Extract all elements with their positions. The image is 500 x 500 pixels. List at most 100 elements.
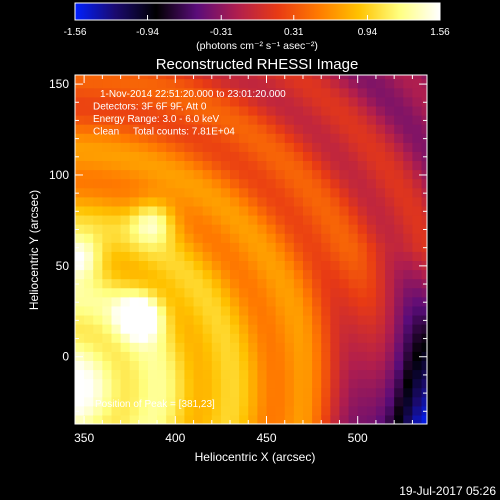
heatmap-cell bbox=[412, 178, 423, 189]
heatmap-cell bbox=[366, 260, 377, 271]
heatmap-cell bbox=[266, 387, 277, 398]
heatmap-cell bbox=[157, 224, 167, 234]
heatmap-cell bbox=[321, 169, 331, 180]
heatmap-cell bbox=[412, 196, 423, 207]
footer-date: 19-Jul-2017 05:26 bbox=[399, 484, 496, 498]
heatmap-cell bbox=[385, 387, 395, 398]
heatmap-cell bbox=[312, 233, 322, 243]
heatmap-cell bbox=[93, 333, 103, 343]
heatmap-cell bbox=[120, 75, 131, 80]
heatmap-cell bbox=[184, 178, 195, 189]
heatmap-cell bbox=[184, 369, 195, 380]
heatmap-cell bbox=[312, 178, 322, 189]
heatmap-cell bbox=[193, 178, 204, 189]
heatmap-cell bbox=[184, 142, 195, 152]
heatmap-cell bbox=[129, 342, 140, 352]
heatmap-cell bbox=[257, 296, 268, 307]
heatmap-cell bbox=[284, 305, 295, 316]
heatmap-cell bbox=[75, 287, 85, 298]
heatmap-cell bbox=[75, 114, 85, 125]
heatmap-cell bbox=[138, 105, 149, 116]
heatmap-cell bbox=[239, 333, 249, 343]
heatmap-cell bbox=[357, 251, 368, 262]
heatmap-cell bbox=[138, 260, 149, 271]
heatmap-cell bbox=[266, 133, 277, 143]
heatmap-cell bbox=[84, 178, 94, 189]
heatmap-cell bbox=[257, 260, 268, 271]
heatmap-cell bbox=[403, 405, 414, 416]
heatmap-cell bbox=[394, 78, 404, 89]
heatmap-cell bbox=[321, 269, 331, 280]
heatmap-cell bbox=[138, 187, 149, 198]
heatmap-cell bbox=[193, 233, 204, 243]
heatmap-cell bbox=[366, 124, 377, 134]
heatmap-cell bbox=[312, 114, 322, 125]
heatmap-cell bbox=[394, 169, 404, 180]
heatmap-cell bbox=[202, 387, 213, 398]
heatmap-cell bbox=[394, 133, 404, 143]
heatmap-cell bbox=[257, 378, 268, 389]
heatmap-cell bbox=[84, 396, 94, 407]
heatmap-cell bbox=[357, 342, 368, 352]
heatmap-cell bbox=[421, 360, 427, 371]
heatmap-cell bbox=[120, 87, 131, 98]
heatmap-cell bbox=[248, 133, 258, 143]
heatmap-cell bbox=[166, 151, 176, 162]
heatmap-cell bbox=[293, 287, 304, 298]
heatmap-cell bbox=[339, 278, 350, 289]
heatmap-cell bbox=[102, 214, 113, 225]
heatmap-cell bbox=[230, 296, 240, 307]
heatmap-cell bbox=[193, 333, 204, 343]
heatmap-cell bbox=[302, 105, 313, 116]
heatmap-cell bbox=[102, 87, 113, 98]
heatmap-cell bbox=[366, 278, 377, 289]
heatmap-cell bbox=[102, 114, 113, 125]
heatmap-cell bbox=[111, 105, 122, 116]
heatmap-cell bbox=[120, 114, 131, 125]
heatmap-cell bbox=[403, 269, 414, 280]
heatmap-cell bbox=[111, 251, 122, 262]
heatmap-cell bbox=[248, 242, 258, 252]
heatmap-cell bbox=[284, 105, 295, 116]
heatmap-cell bbox=[293, 369, 304, 380]
heatmap-cell bbox=[111, 75, 122, 80]
heatmap-cell bbox=[184, 305, 195, 316]
heatmap-cell bbox=[193, 360, 204, 371]
heatmap-cell bbox=[412, 296, 423, 307]
heatmap-cell bbox=[75, 160, 85, 171]
heatmap-cell bbox=[84, 333, 94, 343]
heatmap-cell bbox=[120, 233, 131, 243]
heatmap-cell bbox=[375, 205, 386, 216]
heatmap-cell bbox=[129, 305, 140, 316]
heatmap-cell bbox=[175, 396, 186, 407]
heatmap-cell bbox=[138, 414, 149, 424]
heatmap-cell bbox=[129, 360, 140, 371]
annotation-line: 1-Nov-2014 22:51:20.000 to 23:01:20.000 bbox=[100, 89, 286, 100]
heatmap-cell bbox=[166, 405, 176, 416]
heatmap-cell bbox=[184, 314, 195, 325]
heatmap-cell bbox=[421, 169, 427, 180]
heatmap-cell bbox=[239, 233, 249, 243]
heatmap-cell bbox=[403, 205, 414, 216]
heatmap-cell bbox=[93, 133, 103, 143]
heatmap-cell bbox=[220, 405, 231, 416]
heatmap-cell bbox=[412, 324, 423, 334]
heatmap-cell bbox=[302, 405, 313, 416]
heatmap-cell bbox=[330, 114, 341, 125]
heatmap-cell bbox=[330, 369, 341, 380]
heatmap-cell bbox=[275, 260, 286, 271]
heatmap-cell bbox=[412, 142, 423, 152]
heatmap-cell bbox=[275, 160, 286, 171]
heatmap-cell bbox=[412, 114, 423, 125]
heatmap-cell bbox=[239, 414, 249, 424]
x-tick-label: 500 bbox=[348, 431, 368, 445]
heatmap-cell bbox=[230, 187, 240, 198]
heatmap-cell bbox=[394, 160, 404, 171]
heatmap-cell bbox=[385, 287, 395, 298]
heatmap-cell bbox=[120, 224, 131, 234]
heatmap-cell bbox=[111, 242, 122, 252]
heatmap-cell bbox=[193, 342, 204, 352]
heatmap-cell bbox=[175, 124, 186, 134]
heatmap-cell bbox=[166, 387, 176, 398]
heatmap-cell bbox=[394, 314, 404, 325]
